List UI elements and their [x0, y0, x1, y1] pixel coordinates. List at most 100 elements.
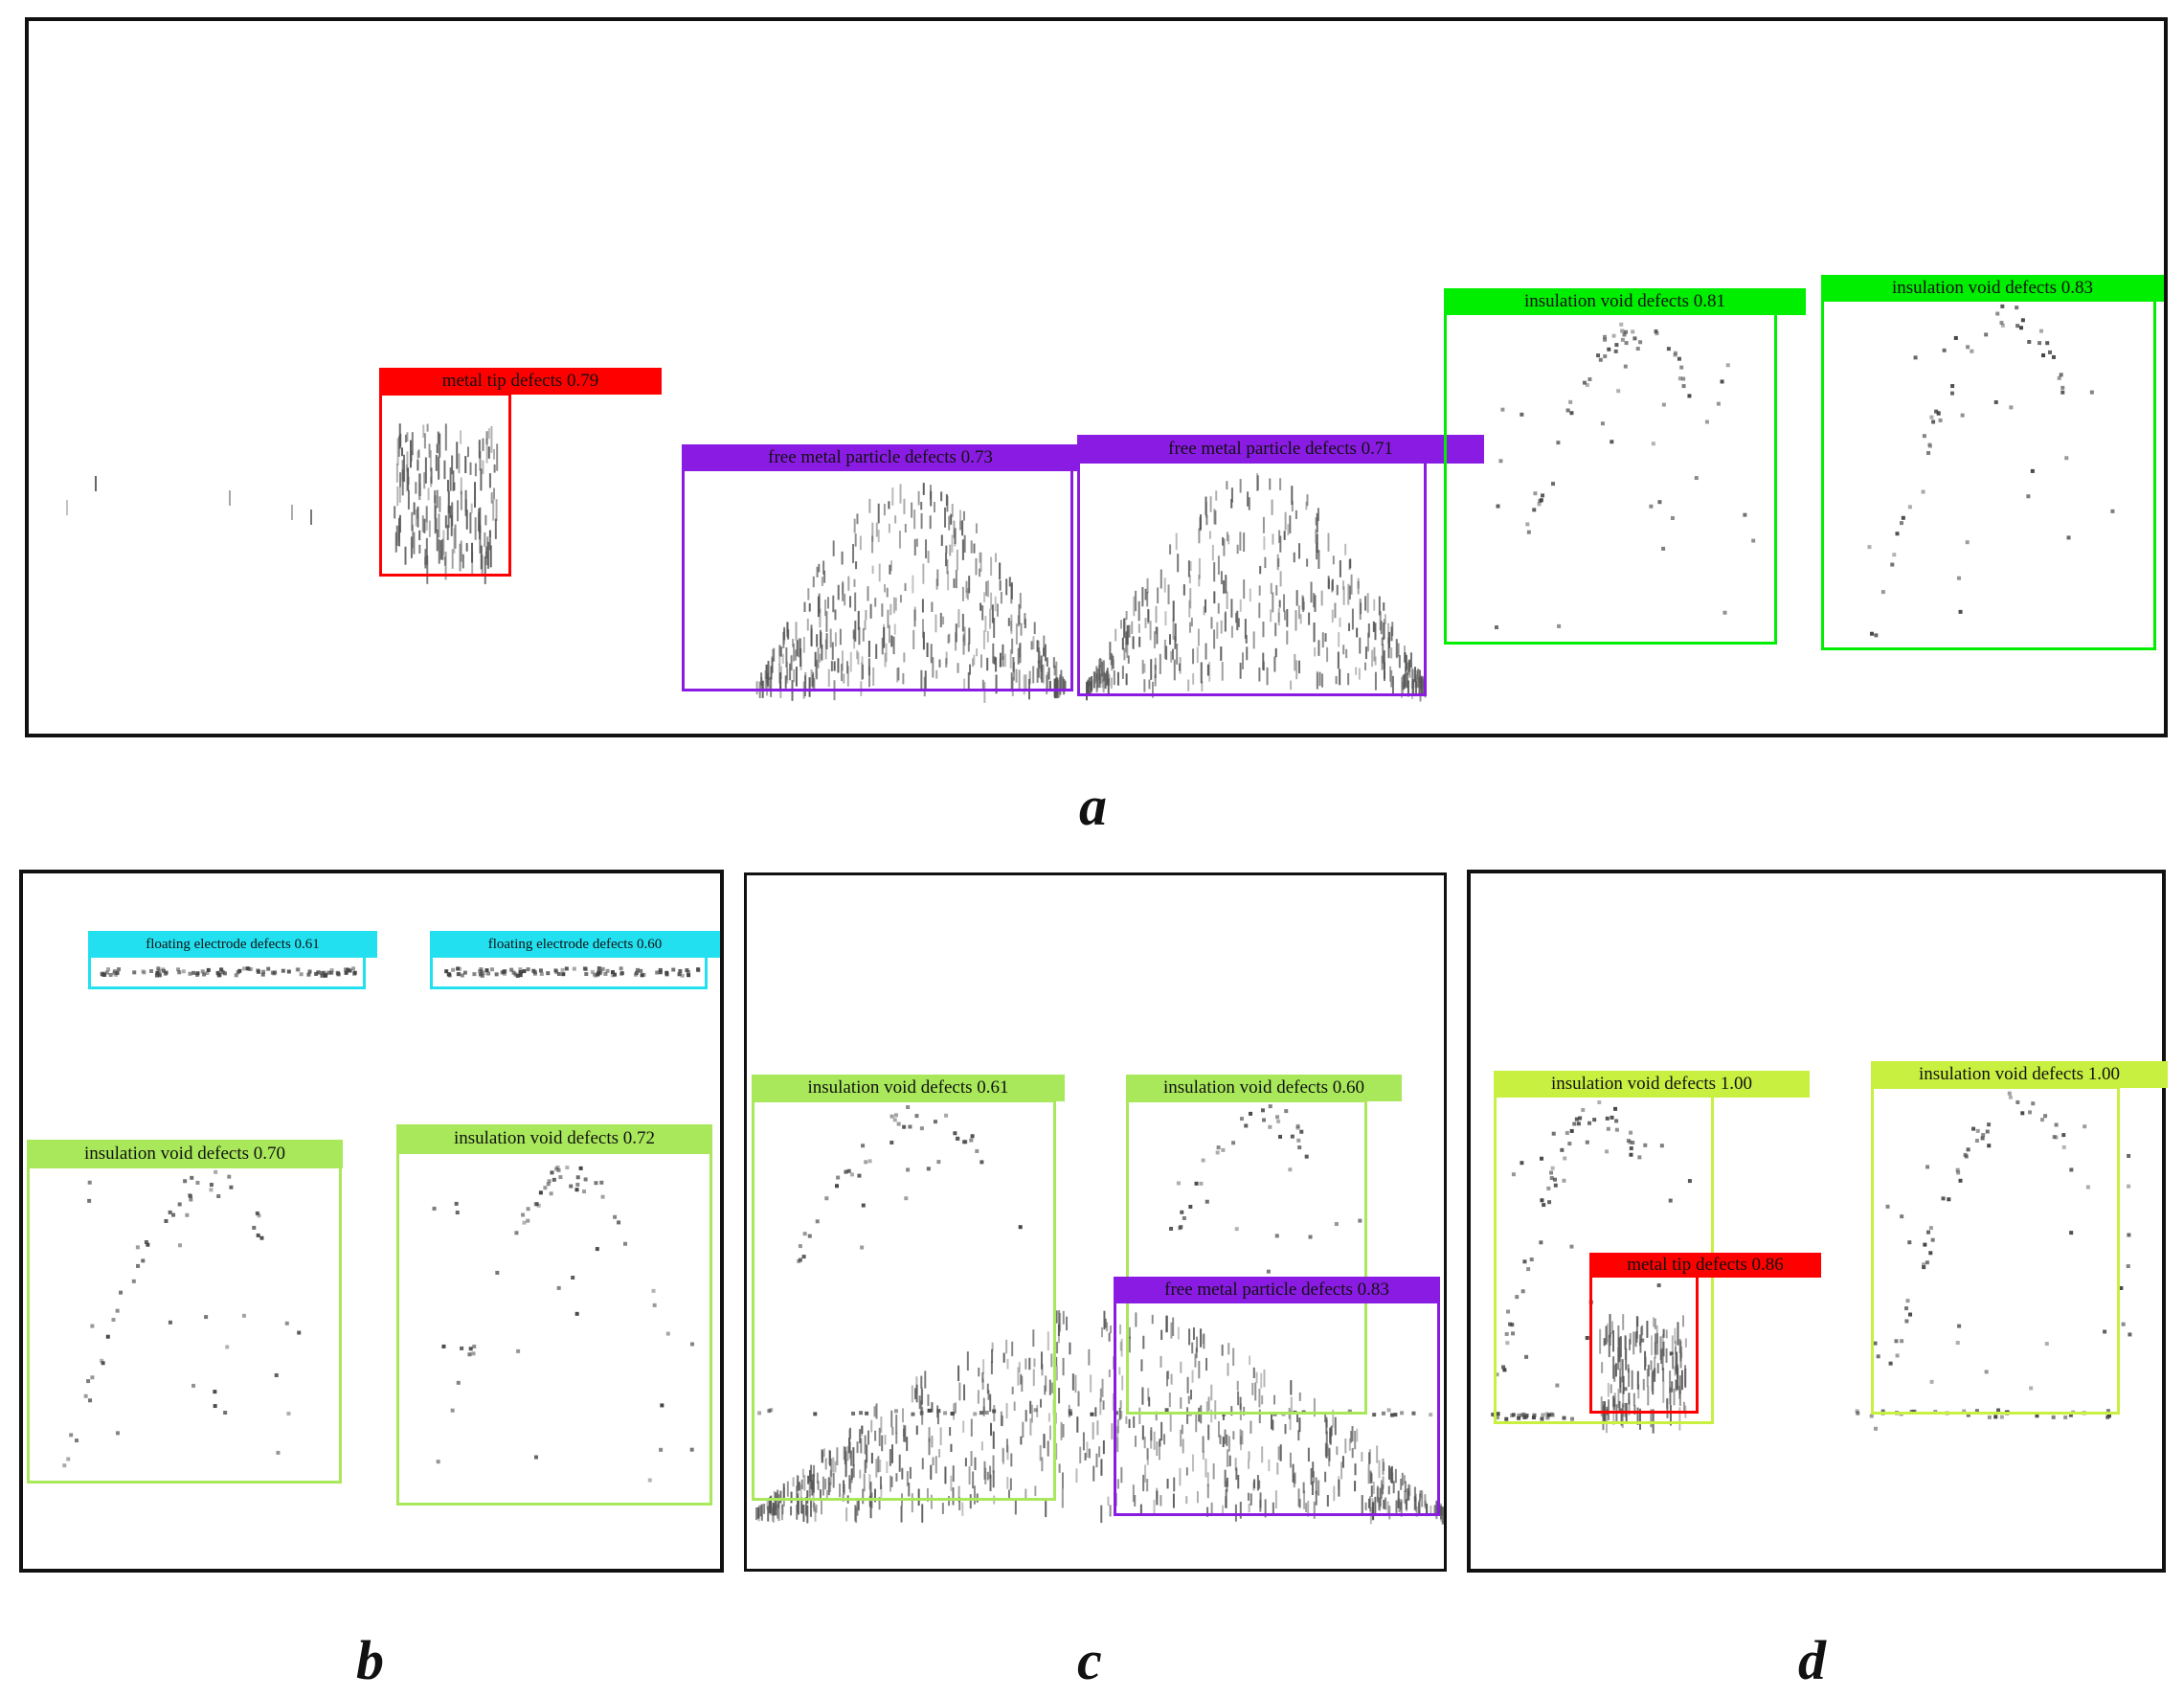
scatter-dot [188, 971, 192, 976]
scatter-dot [2026, 494, 2031, 499]
scatter-dot [1623, 329, 1628, 334]
scatter-dot [1987, 1122, 1992, 1127]
scatter-dot [1587, 1121, 1592, 1125]
detection-label: insulation void defects 0.70 [27, 1140, 343, 1168]
scatter-dot [1605, 1149, 1610, 1154]
scatter-dot [454, 1201, 459, 1206]
scatter-dot [1347, 1409, 1352, 1414]
scatter-dot [148, 968, 153, 973]
scatter-dot [1572, 1121, 1577, 1126]
scatter-dot [1540, 1156, 1544, 1161]
scatter-dot [1266, 1269, 1271, 1274]
scatter-dot [1557, 623, 1562, 628]
scatter-dot [2038, 328, 2043, 333]
scatter-dot [477, 969, 482, 974]
scatter-dot [864, 1160, 868, 1165]
scatter-dot [1955, 1167, 1960, 1172]
scatter-dot [1596, 353, 1601, 358]
scatter-dot [1563, 1156, 1567, 1161]
scatter-dot [1953, 335, 1958, 340]
scatter-dot [225, 1345, 230, 1349]
scatter-dot [522, 969, 527, 974]
scatter-dot [131, 1279, 136, 1283]
scatter-dot [1607, 347, 1611, 351]
scatter-dot [1393, 1413, 1398, 1417]
scatter-dot [575, 1175, 580, 1180]
scatter-dot [532, 971, 537, 976]
scatter-dot [1873, 1426, 1878, 1431]
scatter-dot [914, 1114, 919, 1119]
scatter-dot [234, 973, 238, 978]
scatter-dot [286, 969, 291, 974]
scatter-dot [1900, 1339, 1904, 1344]
scatter-dot [451, 967, 456, 972]
scatter-dot [936, 1409, 941, 1414]
scatter-dot [1496, 1416, 1500, 1420]
scatter-dot [1268, 1124, 1272, 1129]
scatter-dot [767, 1409, 772, 1414]
scatter-dot [1188, 1204, 1193, 1209]
scatter-dot [1623, 1387, 1628, 1392]
detection-label: insulation void defects 0.61 [752, 1075, 1065, 1101]
scatter-dot [600, 1194, 605, 1199]
scatter-dot [1960, 413, 1965, 418]
scatter-dot [639, 968, 643, 973]
scatter-dot [2068, 1413, 2073, 1417]
scatter-dot [237, 968, 242, 973]
scatter-dot [205, 970, 210, 975]
scatter-dot [1947, 1197, 1951, 1202]
scatter-dot [348, 968, 352, 973]
detection-box [379, 393, 511, 577]
scatter-dot [1358, 1218, 1362, 1223]
scatter-dot [1508, 1322, 1513, 1326]
detection-box [88, 955, 366, 989]
scatter-dot [550, 1170, 554, 1175]
scatter-dot [115, 970, 120, 975]
scatter-dot [1296, 1138, 1301, 1143]
scatter-dot [2103, 1329, 2107, 1334]
scatter-dot [1722, 610, 1727, 615]
scatter-dot [1517, 1413, 1521, 1417]
scatter-dot [1182, 1215, 1186, 1220]
scatter-dot [2054, 1135, 2059, 1140]
scatter-dot [511, 970, 516, 975]
scatter-layer-d [1491, 1091, 2132, 1434]
scatter-dot [944, 1113, 949, 1118]
scatter-dot [472, 972, 477, 977]
scatter-dot [2000, 304, 2005, 308]
scatter-dot [594, 973, 598, 978]
scatter-dot [115, 1308, 120, 1313]
scatter-dot [1520, 412, 1524, 417]
scatter-dot [1546, 1186, 1551, 1190]
detection-box [1821, 299, 2156, 650]
scatter-dot [1205, 1199, 1209, 1204]
scatter-dot [1603, 354, 1608, 359]
scatter-dot [846, 1168, 851, 1173]
scatter-dot [336, 971, 341, 976]
scatter-dot [696, 968, 701, 973]
scatter-dot [1372, 1413, 1377, 1417]
scatter-dot [157, 968, 162, 973]
scatter-dot [204, 1315, 209, 1320]
scatter-dot [1274, 1234, 1279, 1238]
scatter-dot [597, 971, 601, 976]
scatter-dot [1962, 1409, 1967, 1414]
scatter-dot [112, 969, 117, 974]
scatter-dot [2008, 1095, 2013, 1099]
scatter-dot [2028, 1110, 2033, 1115]
scatter-dot [1657, 500, 1662, 505]
scatter-dot [1610, 1115, 1614, 1120]
scatter-dot [549, 1191, 553, 1196]
detection-box [396, 1151, 712, 1506]
scatter-dot [561, 972, 566, 977]
scatter-dot [1928, 1251, 1933, 1256]
scatter-dot [1985, 1129, 1990, 1134]
scatter-dot [757, 1411, 762, 1416]
detection-box [1444, 311, 1777, 645]
scatter-dot [223, 1411, 228, 1416]
scatter-dot [1720, 379, 1724, 384]
scatter-dot [86, 1379, 91, 1384]
scatter-dot [1942, 348, 1947, 352]
scatter-dot [1308, 1235, 1313, 1239]
scatter-dot [536, 1203, 541, 1208]
